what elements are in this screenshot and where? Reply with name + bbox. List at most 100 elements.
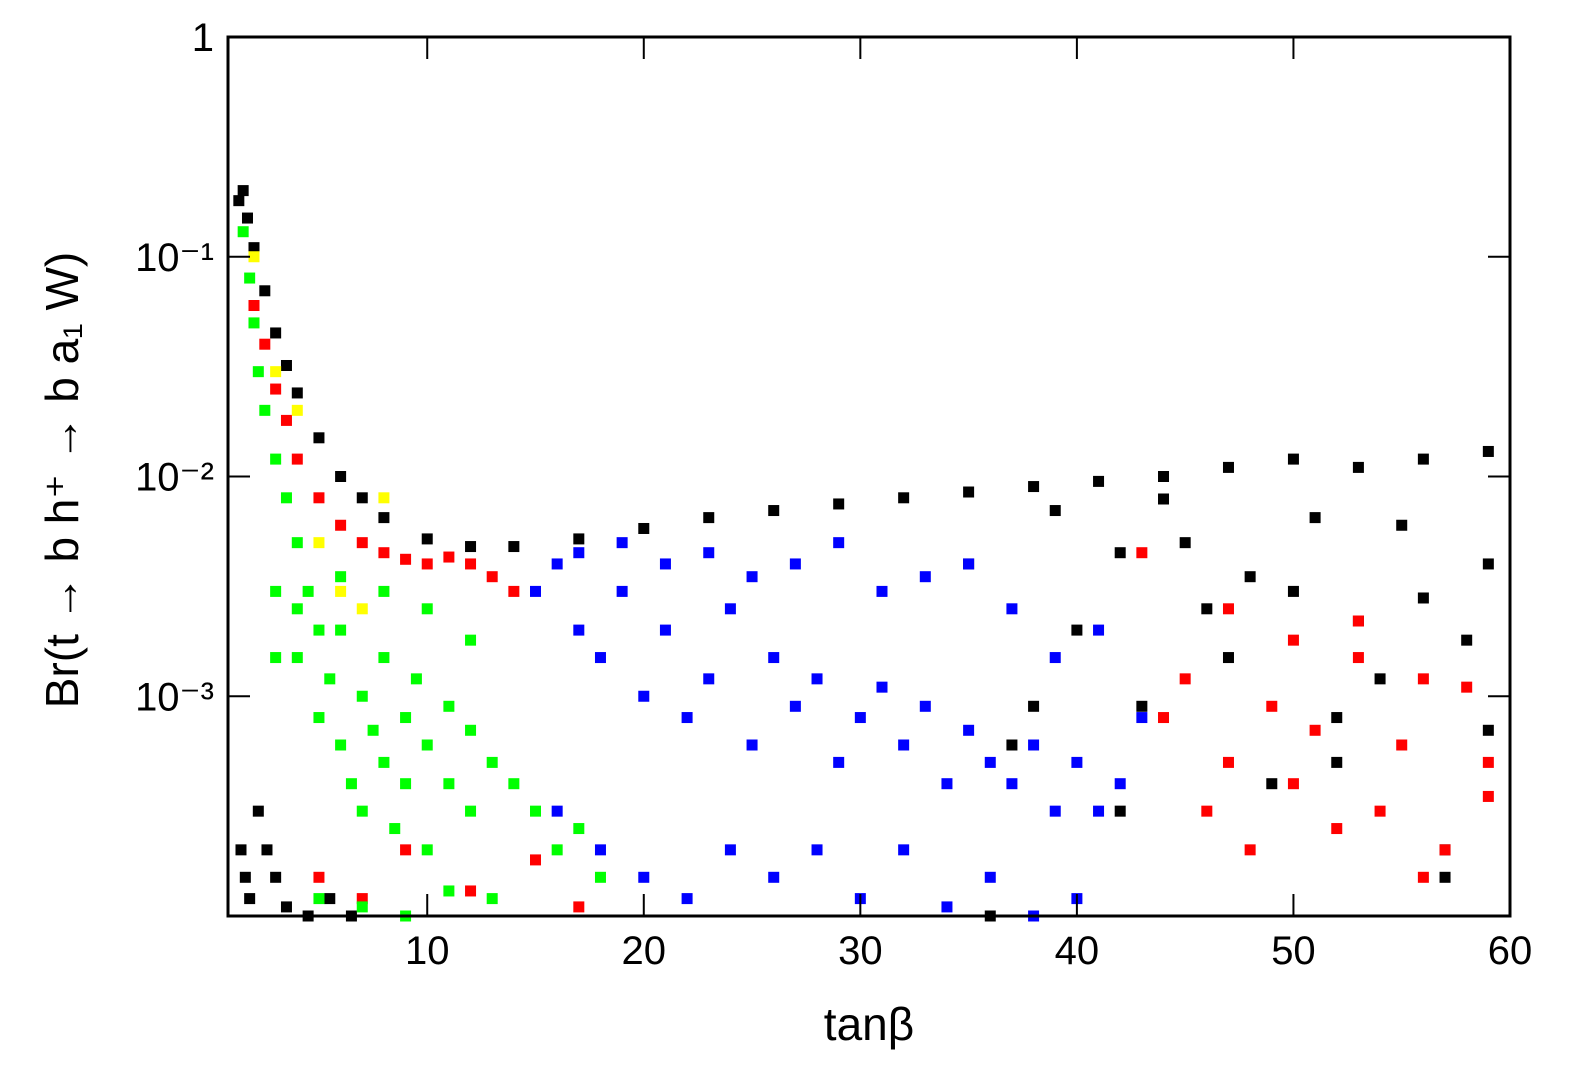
- point: [1482, 756, 1494, 768]
- point: [1266, 778, 1278, 790]
- point: [1114, 805, 1126, 817]
- point: [235, 844, 247, 856]
- point: [270, 871, 282, 883]
- point: [248, 251, 260, 263]
- point: [551, 558, 563, 570]
- point: [1093, 805, 1105, 817]
- point: [898, 844, 910, 856]
- point: [703, 547, 715, 559]
- point: [594, 871, 606, 883]
- point: [1028, 481, 1040, 493]
- point: [443, 551, 455, 563]
- point: [335, 519, 347, 531]
- point: [1482, 790, 1494, 802]
- point: [291, 603, 303, 615]
- point: [421, 603, 433, 615]
- point: [594, 652, 606, 664]
- point: [573, 624, 585, 636]
- point: [659, 558, 671, 570]
- point: [703, 673, 715, 685]
- point: [270, 327, 282, 339]
- point: [465, 541, 477, 553]
- point: [356, 537, 368, 549]
- points-layer: [233, 185, 1494, 922]
- point: [378, 652, 390, 664]
- point: [833, 756, 845, 768]
- point: [1461, 681, 1473, 693]
- point: [252, 805, 264, 817]
- point: [1482, 558, 1494, 570]
- point: [1287, 453, 1299, 465]
- x-tick-label: 20: [622, 929, 667, 973]
- point: [367, 724, 379, 736]
- point: [443, 700, 455, 712]
- point: [356, 603, 368, 615]
- y-tick-label: 10⁻¹: [135, 236, 214, 280]
- point: [768, 652, 780, 664]
- point: [270, 585, 282, 597]
- y-tick-label: 10⁻²: [135, 456, 214, 500]
- point: [465, 885, 477, 897]
- x-tick-label: 40: [1055, 929, 1100, 973]
- point: [1352, 652, 1364, 664]
- point: [638, 690, 650, 702]
- point: [313, 871, 325, 883]
- point: [233, 195, 245, 207]
- point: [1222, 652, 1234, 664]
- point: [1439, 844, 1451, 856]
- y-tick-label: 10⁻³: [135, 675, 214, 719]
- point: [1222, 603, 1234, 615]
- x-tick-label: 50: [1271, 929, 1316, 973]
- point: [898, 492, 910, 504]
- point: [703, 512, 715, 524]
- point: [270, 453, 282, 465]
- point: [1028, 700, 1040, 712]
- point: [324, 893, 336, 905]
- point: [594, 844, 606, 856]
- point: [486, 756, 498, 768]
- point: [530, 805, 542, 817]
- point: [291, 387, 303, 399]
- point: [1482, 724, 1494, 736]
- point: [1049, 805, 1061, 817]
- point: [1158, 471, 1170, 482]
- point: [508, 585, 520, 597]
- point: [421, 533, 433, 545]
- point: [681, 712, 693, 724]
- point: [356, 690, 368, 702]
- point: [335, 571, 347, 583]
- point: [465, 805, 477, 817]
- point: [768, 505, 780, 517]
- point: [261, 844, 273, 856]
- point: [1374, 673, 1386, 685]
- point: [280, 492, 292, 504]
- point: [335, 624, 347, 636]
- point: [1222, 461, 1234, 473]
- point: [335, 739, 347, 751]
- point: [616, 537, 628, 549]
- point: [1461, 634, 1473, 646]
- point: [811, 844, 823, 856]
- point: [421, 558, 433, 570]
- point: [898, 739, 910, 751]
- point: [378, 492, 390, 504]
- point: [1482, 445, 1494, 457]
- point: [313, 893, 325, 905]
- point: [1417, 592, 1429, 604]
- point: [1331, 823, 1343, 835]
- point: [746, 739, 758, 751]
- point: [313, 492, 325, 504]
- point: [768, 871, 780, 883]
- point: [280, 359, 292, 371]
- point: [324, 673, 336, 685]
- point: [1136, 712, 1148, 724]
- point: [1309, 724, 1321, 736]
- point: [389, 823, 401, 835]
- point: [1266, 700, 1278, 712]
- point: [378, 512, 390, 524]
- point: [239, 871, 251, 883]
- point: [486, 893, 498, 905]
- point: [465, 634, 477, 646]
- point: [1222, 756, 1234, 768]
- point: [400, 553, 412, 565]
